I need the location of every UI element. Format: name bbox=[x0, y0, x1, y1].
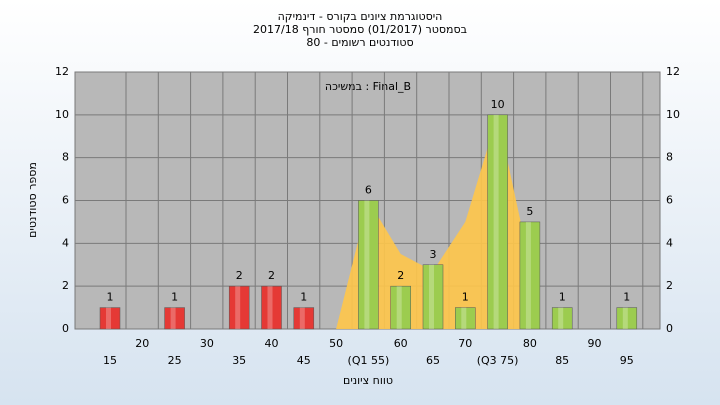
bar-highlight bbox=[267, 286, 273, 329]
bar bbox=[551, 307, 573, 330]
bar bbox=[455, 307, 476, 330]
bar-highlight bbox=[299, 307, 305, 329]
bar-highlight bbox=[429, 264, 434, 329]
data-label: 1 bbox=[171, 291, 178, 304]
x-tick-label: 15 bbox=[103, 354, 117, 367]
y-tick-label: 2 bbox=[62, 279, 69, 292]
x-tick-label: 25 bbox=[168, 354, 182, 367]
y-tick-label: 4 bbox=[62, 236, 69, 249]
bar-highlight bbox=[493, 114, 499, 329]
bar-highlight bbox=[396, 286, 402, 329]
title-line: היסטוגרמת ציונים בקורס - דינמיקה bbox=[278, 10, 443, 23]
y2-tick-label: 10 bbox=[666, 108, 680, 121]
distribution-area bbox=[336, 114, 530, 329]
x-tick-label: 95 bbox=[620, 354, 634, 367]
data-label: 1 bbox=[559, 291, 566, 304]
bar-highlight bbox=[170, 307, 176, 329]
y-tick-label: 6 bbox=[62, 194, 69, 207]
data-label: 2 bbox=[236, 269, 243, 282]
bar-highlight bbox=[558, 307, 564, 329]
x-tick-label: 65 bbox=[426, 354, 440, 367]
x-tick-label: 50 bbox=[329, 337, 343, 350]
bar bbox=[293, 307, 315, 330]
x-tick-label: 85 bbox=[555, 354, 569, 367]
bar-highlight bbox=[622, 307, 628, 329]
x-tick-label: 60 bbox=[394, 337, 408, 350]
bar bbox=[358, 200, 379, 330]
data-label: 1 bbox=[300, 291, 307, 304]
x-axis-label: טווח ציונים bbox=[343, 374, 393, 387]
data-label: 10 bbox=[491, 98, 505, 111]
data-label: 2 bbox=[268, 269, 275, 282]
y-tick-label: 8 bbox=[62, 151, 69, 164]
x-tick-label: 40 bbox=[265, 337, 279, 350]
x-tick-label: 45 bbox=[297, 354, 311, 367]
y2-tick-label: 6 bbox=[666, 194, 673, 207]
bar bbox=[519, 221, 541, 330]
bar bbox=[487, 114, 508, 330]
bar bbox=[390, 285, 411, 330]
bar-highlight bbox=[525, 221, 531, 329]
bar-highlight bbox=[364, 200, 370, 329]
bar bbox=[164, 307, 185, 330]
bar bbox=[422, 264, 444, 330]
y-tick-label: 12 bbox=[55, 65, 69, 78]
y2-tick-label: 12 bbox=[666, 65, 680, 78]
y2-tick-label: 2 bbox=[666, 279, 673, 292]
bar-highlight bbox=[235, 286, 241, 329]
x-tick-label: 30 bbox=[200, 337, 214, 350]
bar bbox=[616, 307, 638, 330]
y-tick-label: 10 bbox=[55, 108, 69, 121]
data-label: 6 bbox=[365, 184, 372, 197]
bar bbox=[99, 307, 121, 330]
x-tick-label: 35 bbox=[232, 354, 246, 367]
x-tick-label: 90 bbox=[588, 337, 602, 350]
data-label: 1 bbox=[107, 291, 114, 304]
bar-highlight bbox=[106, 307, 111, 329]
data-label: 1 bbox=[623, 291, 630, 304]
data-label: 1 bbox=[462, 291, 469, 304]
bar bbox=[261, 285, 282, 330]
x-tick-label: (Q1 55) bbox=[348, 354, 390, 367]
y2-tick-label: 4 bbox=[666, 236, 673, 249]
bar-highlight bbox=[461, 307, 467, 329]
x-tick-label: 80 bbox=[523, 337, 537, 350]
title-line: בסמסטר (01/2017) סמסטר חורף 2017/18 bbox=[253, 23, 467, 36]
data-label: 5 bbox=[526, 205, 533, 218]
data-label: 2 bbox=[397, 269, 404, 282]
data-label: 3 bbox=[430, 248, 437, 261]
title-line: סטודנטים רשומים - 80 bbox=[306, 36, 413, 49]
y-tick-label: 0 bbox=[62, 322, 69, 335]
x-tick-label: 70 bbox=[458, 337, 472, 350]
bar bbox=[228, 285, 250, 330]
x-tick-label: 20 bbox=[135, 337, 149, 350]
annotation: במשיכה : Final_B bbox=[325, 80, 411, 93]
x-tick-label: (Q3 75) bbox=[477, 354, 519, 367]
y-axis-label: מספר סטודנטים bbox=[26, 162, 39, 238]
y2-tick-label: 0 bbox=[666, 322, 673, 335]
y2-tick-label: 8 bbox=[666, 151, 673, 164]
